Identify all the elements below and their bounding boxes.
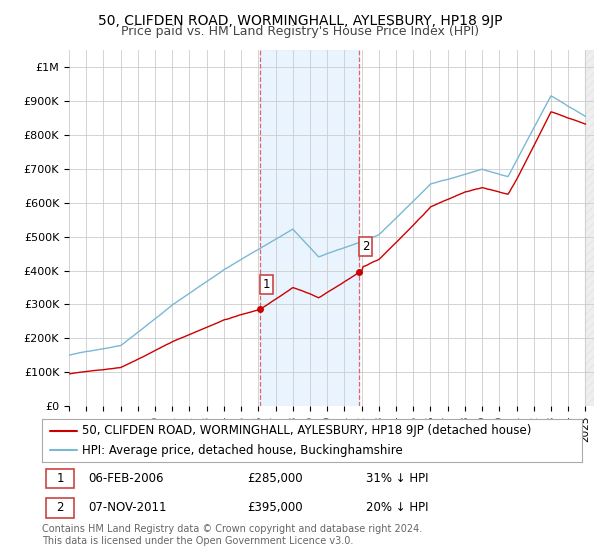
Text: 2: 2 bbox=[56, 501, 64, 515]
Text: 1: 1 bbox=[56, 472, 64, 485]
Text: 50, CLIFDEN ROAD, WORMINGHALL, AYLESBURY, HP18 9JP: 50, CLIFDEN ROAD, WORMINGHALL, AYLESBURY… bbox=[98, 14, 502, 28]
Text: 20% ↓ HPI: 20% ↓ HPI bbox=[366, 501, 428, 515]
Text: 06-FEB-2006: 06-FEB-2006 bbox=[88, 472, 163, 485]
Text: 1: 1 bbox=[263, 278, 271, 291]
Text: Price paid vs. HM Land Registry's House Price Index (HPI): Price paid vs. HM Land Registry's House … bbox=[121, 25, 479, 38]
Text: 50, CLIFDEN ROAD, WORMINGHALL, AYLESBURY, HP18 9JP (detached house): 50, CLIFDEN ROAD, WORMINGHALL, AYLESBURY… bbox=[83, 424, 532, 437]
Text: £285,000: £285,000 bbox=[247, 472, 303, 485]
Text: 31% ↓ HPI: 31% ↓ HPI bbox=[366, 472, 428, 485]
Bar bbox=[586, 50, 594, 406]
Text: 2: 2 bbox=[362, 240, 370, 253]
Text: Contains HM Land Registry data © Crown copyright and database right 2024.
This d: Contains HM Land Registry data © Crown c… bbox=[42, 524, 422, 546]
Bar bbox=[46, 498, 74, 517]
Bar bbox=[260, 50, 359, 406]
Bar bbox=[46, 469, 74, 488]
Text: 07-NOV-2011: 07-NOV-2011 bbox=[88, 501, 166, 515]
Text: HPI: Average price, detached house, Buckinghamshire: HPI: Average price, detached house, Buck… bbox=[83, 444, 403, 457]
Text: £395,000: £395,000 bbox=[247, 501, 303, 515]
